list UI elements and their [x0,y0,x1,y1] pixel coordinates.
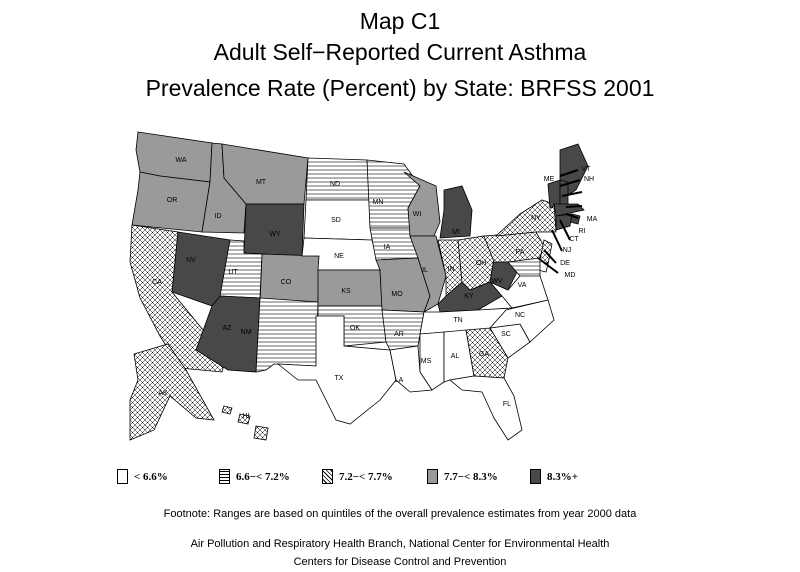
state-label-nv: NV [186,257,196,264]
state-label-nd: ND [330,181,340,188]
state-label-fl: FL [503,401,511,408]
state-label-ga: GA [479,351,489,358]
legend-label: < 6.6% [134,470,168,483]
state-label-mi: MI [452,229,460,236]
legend-label: 6.6−< 7.2% [236,470,290,483]
legend-item: 7.7−< 8.3% [427,469,498,484]
state-nm [255,297,319,373]
state-label-il: IL [422,267,428,274]
state-label-ct: CT [569,236,579,243]
map-subtitle: Prevalence Rate (Percent) by State: BRFS… [145,75,655,101]
state-label-ok: OK [350,325,360,332]
state-label-wi: WI [413,211,422,218]
legend-item: 6.6−< 7.2% [219,469,290,484]
state-label-de: DE [560,260,570,267]
state-md [507,257,541,277]
state-label-or: OR [167,197,178,204]
state-fl [449,375,523,441]
state-label-wv: WV [491,278,503,285]
map-title: Adult Self−Reported Current Asthma [213,39,587,65]
state-label-az: AZ [223,325,233,332]
footnote: Footnote: Ranges are based on quintiles … [163,508,637,520]
legend-swatch [322,469,333,484]
state-label-la: LA [395,377,404,384]
state-mi [439,185,473,239]
state-label-wa: WA [175,157,186,164]
state-label-mt: MT [256,179,267,186]
state-label-va: VA [518,282,527,289]
state-il [409,235,447,313]
state-wy [243,203,305,257]
state-ms [419,331,445,391]
state-pa [483,231,545,263]
legend-item: < 6.6% [117,469,168,484]
state-label-ky: KY [464,293,474,300]
state-label-md: MD [565,272,576,279]
credit-agency: Air Pollution and Respiratory Health Bra… [190,538,610,550]
state-ny [494,199,557,237]
state-label-co: CO [281,279,292,286]
state-label-ny: NY [531,215,541,222]
state-label-ut: UT [228,269,238,276]
state-label-tn: TN [453,317,462,324]
state-ar [381,309,425,351]
state-label-ms: MS [421,358,432,365]
state-label-tx: TX [335,375,344,382]
state-label-nh: NH [584,176,594,183]
state-label-al: AL [451,353,460,360]
legend-item: 7.2−< 7.7% [322,469,393,484]
state-label-pa: PA [516,249,525,256]
state-label-vt: VT [582,166,592,173]
new-england-callout-lines [537,169,583,274]
legend-swatch [117,469,128,484]
state-label-ar: AR [394,331,404,338]
state-label-sd: SD [331,217,341,224]
legend-label: 7.7−< 8.3% [444,470,498,483]
state-label-ne: NE [334,253,344,260]
state-nd [305,157,371,201]
legend-item: 8.3%+ [530,469,578,484]
legend-swatch [219,469,230,484]
legend-label: 7.2−< 7.7% [339,470,393,483]
state-label-sc: SC [501,331,511,338]
state-label-mn: MN [373,199,384,206]
state-label-ak: AK [158,390,168,397]
legend-swatch [427,469,438,484]
credit-cdc: Centers for Disease Control and Preventi… [293,556,507,568]
state-label-me: ME [544,176,555,183]
map-number: Map C1 [359,8,441,34]
state-label-hi: HI [243,413,250,420]
state-va [489,269,549,309]
state-ak [129,343,215,441]
state-label-ks: KS [341,288,351,295]
us-map: WA OR CA NV ID MT WY UT CO AZ NM ND SD NE KS OK TX MN IA MO… [129,131,598,441]
state-label-nj: NJ [563,247,572,254]
state-tx [276,315,397,425]
state-label-nc: NC [515,312,525,319]
state-label-in: IN [448,266,455,273]
state-label-mo: MO [391,291,403,298]
state-label-ca: CA [152,279,162,286]
state-label-wy: WY [269,231,281,238]
state-hi [221,405,269,441]
state-label-id: ID [215,213,222,220]
state-label-ri: RI [579,228,586,235]
state-label-ma: MA [587,216,598,223]
state-label-ia: IA [384,244,391,251]
legend-swatch [530,469,541,484]
state-label-nm: NM [241,329,252,336]
state-label-oh: OH [476,260,487,267]
legend-label: 8.3%+ [547,470,579,483]
